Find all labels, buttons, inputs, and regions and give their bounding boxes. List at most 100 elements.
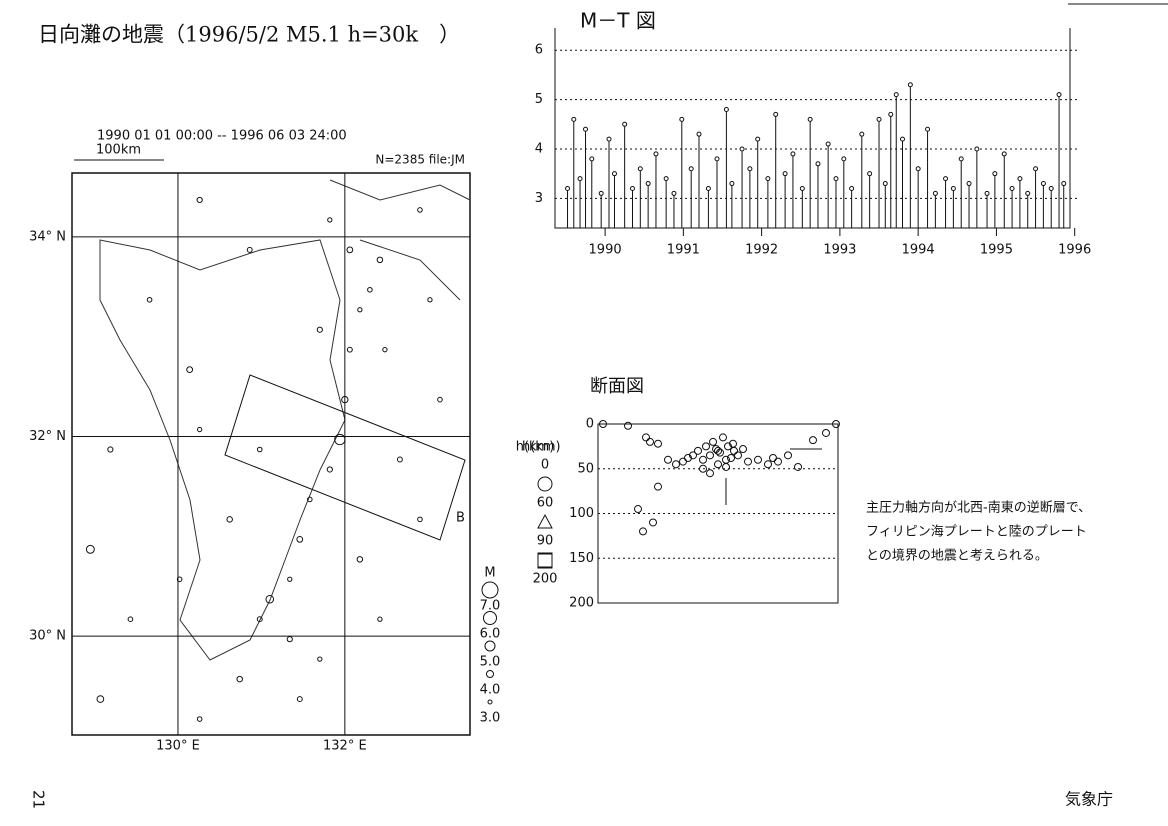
x-tick-label: 1994 [902, 243, 935, 258]
mt-point [984, 190, 990, 196]
mag-label: 5.0 [480, 655, 501, 670]
section-point [744, 457, 752, 466]
mt-point [790, 151, 796, 157]
mt-point [679, 116, 685, 122]
section-point [774, 457, 782, 466]
mt-point [705, 185, 711, 191]
mt-point [974, 146, 980, 152]
section-point [754, 455, 762, 464]
mt-point [773, 111, 779, 117]
mt-point [958, 156, 964, 162]
mt-point [833, 176, 839, 182]
section-point [706, 451, 714, 460]
section-end: B [456, 511, 465, 526]
mt-point [876, 116, 882, 122]
section-point [639, 527, 647, 536]
section-point [729, 439, 737, 448]
section-point [646, 437, 654, 446]
section-point [599, 420, 607, 428]
event [256, 446, 263, 453]
section-point [699, 455, 707, 464]
mag-label: 7.0 [480, 599, 501, 614]
mt-point [1001, 151, 1007, 157]
mt-point [900, 136, 906, 142]
event [367, 286, 373, 293]
section-point [679, 457, 687, 466]
y-tick-label: 200 [569, 596, 594, 611]
event [326, 466, 333, 473]
event [341, 395, 349, 404]
event [334, 433, 346, 446]
mt-point [729, 181, 735, 187]
section-point [706, 469, 714, 478]
mt-point [629, 185, 635, 191]
section-point [709, 437, 717, 446]
mt-point [867, 171, 873, 177]
event [437, 396, 443, 403]
section-point [822, 428, 830, 437]
section-point [724, 442, 732, 451]
mt-point [598, 190, 604, 196]
event [146, 296, 153, 303]
mt-point [915, 166, 921, 172]
mt-point [645, 181, 651, 187]
section-point [832, 420, 840, 428]
section-point [699, 464, 707, 473]
mt-point [611, 171, 617, 177]
mt-point [606, 136, 612, 142]
mag-symbol [487, 699, 493, 705]
mt-point [1056, 92, 1062, 98]
mt-point [637, 166, 643, 172]
event [317, 656, 323, 662]
event [396, 456, 403, 463]
y-tick-label: 5 [535, 92, 543, 107]
depth-symbol [537, 552, 553, 568]
section-point [769, 454, 777, 463]
mt-point [755, 136, 761, 142]
mt-point [1025, 190, 1031, 196]
section-point [649, 518, 657, 527]
note-line: フィリピン海プレートと陸のプレート [866, 524, 1087, 540]
event [286, 636, 293, 643]
y-tick-label: 150 [569, 551, 594, 566]
section-point [722, 462, 730, 471]
x-tick-label: 1992 [745, 243, 778, 258]
mag-symbol [486, 670, 494, 678]
section-point [764, 460, 772, 469]
depth-symbol [537, 513, 553, 529]
section-point [634, 505, 642, 514]
mt-point [1040, 181, 1046, 187]
event [316, 326, 323, 333]
event [357, 307, 363, 313]
event [427, 297, 433, 303]
note-line: 主圧力軸方向が北西-南東の逆断層で、 [866, 500, 1091, 516]
event [327, 217, 333, 223]
y-tick-label: 50 [577, 461, 594, 476]
event [296, 696, 303, 703]
mt-point [589, 156, 595, 162]
event [377, 616, 383, 622]
lat-label: 34° N [29, 229, 66, 244]
section-point [654, 439, 662, 448]
section-point [624, 421, 632, 430]
event [236, 675, 243, 683]
event [85, 544, 95, 554]
mt-point [653, 151, 659, 157]
section-point [714, 460, 722, 469]
agency: 気象庁 [1065, 790, 1113, 809]
x-tick-label: 1993 [823, 243, 856, 258]
section-point [702, 442, 710, 451]
event [246, 246, 253, 253]
y-tick-label: 4 [535, 141, 543, 156]
mt-point [807, 116, 813, 122]
event [287, 576, 293, 582]
mt-point [765, 176, 771, 182]
mt-point [841, 156, 847, 162]
mt-point [714, 156, 720, 162]
section-point [672, 460, 680, 469]
section-point [714, 446, 722, 455]
map-count: N=2385 file:JM [375, 153, 465, 167]
lat-label: 32° N [29, 429, 66, 444]
event [346, 346, 353, 353]
section-box [224, 374, 466, 541]
